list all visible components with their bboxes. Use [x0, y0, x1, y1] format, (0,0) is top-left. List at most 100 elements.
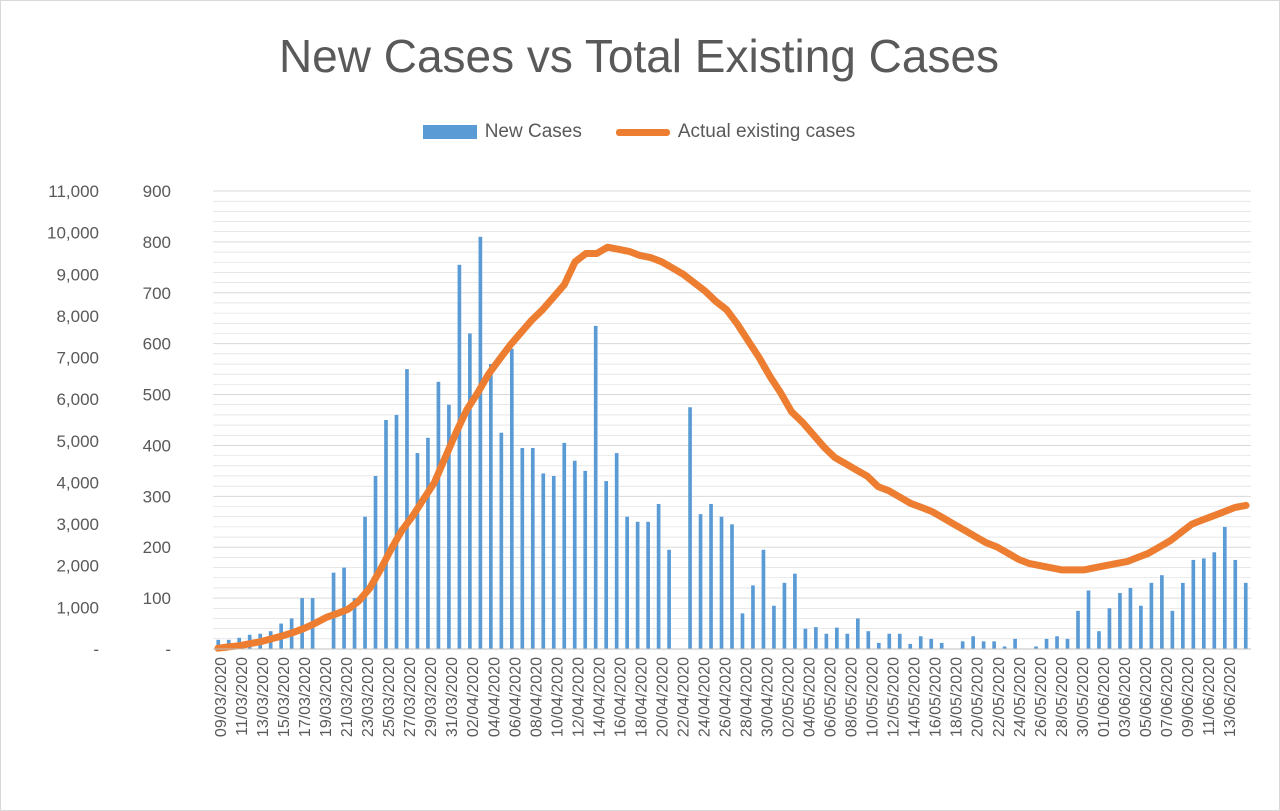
bar: [971, 636, 975, 649]
primary-axis-tick: 500: [143, 386, 171, 405]
primary-axis-tick: 100: [143, 589, 171, 608]
bar: [876, 642, 881, 649]
x-axis-tick: 04/05/2020: [802, 657, 819, 737]
x-axis-tick: 28/05/2020: [1054, 657, 1071, 737]
bar: [855, 618, 860, 649]
bar: [1086, 590, 1091, 649]
bar: [992, 641, 996, 649]
bar: [719, 516, 724, 649]
bar: [646, 521, 650, 649]
x-axis-tick: 22/05/2020: [991, 657, 1008, 737]
x-axis-tick: 27/03/2020: [402, 657, 419, 737]
x-axis-tick: 25/03/2020: [381, 657, 398, 737]
bar: [300, 598, 304, 649]
x-axis-tick: 30/04/2020: [760, 657, 777, 737]
bar: [667, 549, 671, 649]
bar: [509, 348, 514, 649]
x-axis-tick: 16/04/2020: [612, 657, 629, 737]
bar: [415, 453, 420, 649]
bar: [1201, 558, 1206, 649]
bar: [394, 414, 399, 649]
x-axis-tick: 11/06/2020: [1201, 657, 1218, 736]
bar: [1065, 638, 1070, 649]
secondary-axis-tick: 7,000: [56, 349, 99, 368]
bar: [478, 236, 483, 650]
x-axis-tick: 16/05/2020: [928, 657, 945, 737]
secondary-axis-tick: 4,000: [56, 473, 99, 492]
existing-cases-line: [214, 243, 1250, 652]
legend-bar-swatch: [422, 125, 477, 139]
bar: [1222, 526, 1227, 649]
bar: [1243, 582, 1248, 649]
bar: [866, 631, 871, 649]
bar: [572, 460, 577, 649]
secondary-axis-tick: 5,000: [56, 432, 99, 451]
x-axis-tick: 17/03/2020: [297, 657, 314, 737]
bar: [541, 473, 546, 649]
x-axis-tick: 28/04/2020: [739, 657, 756, 737]
primary-axis-tick: 200: [143, 538, 171, 557]
bar: [1097, 631, 1101, 649]
bar: [1002, 646, 1007, 649]
bar: [939, 642, 944, 649]
x-axis-tick: 26/05/2020: [1033, 657, 1050, 737]
x-axis-tick: 14/04/2020: [591, 657, 608, 737]
bar: [436, 381, 441, 649]
x-axis-tick: 03/06/2020: [1117, 657, 1134, 737]
bar: [1128, 587, 1133, 649]
x-axis-tick: 15/03/2020: [276, 657, 293, 737]
x-axis-tick: 29/03/2020: [423, 657, 440, 737]
x-axis-tick: 19/03/2020: [318, 657, 335, 737]
bar: [709, 503, 713, 649]
bar: [803, 628, 808, 649]
secondary-axis-tick: 10,000: [47, 224, 99, 243]
legend-label-new-cases: New Cases: [484, 121, 582, 142]
secondary-axis-tick: 9,000: [56, 265, 99, 284]
bar: [363, 516, 367, 649]
bar: [1191, 559, 1196, 649]
x-axis-tick: 23/03/2020: [360, 657, 377, 737]
x-axis-tick: 12/04/2020: [570, 657, 587, 737]
x-axis-tick: 10/04/2020: [549, 657, 566, 737]
secondary-axis-tick: 2,000: [56, 557, 99, 576]
bar: [751, 585, 755, 649]
x-axis-tick: 22/04/2020: [675, 657, 692, 737]
primary-axis-tick: 400: [143, 436, 171, 455]
x-axis-tick: 01/06/2020: [1096, 657, 1113, 737]
bar: [520, 447, 525, 649]
bar: [824, 633, 829, 649]
x-axis-tick: 08/05/2020: [844, 657, 861, 737]
bar: [688, 407, 692, 649]
x-axis-tick: 09/03/2020: [213, 657, 230, 737]
x-axis-tick: 12/05/2020: [886, 657, 903, 737]
x-axis-tick: 11/03/2020: [234, 657, 251, 736]
primary-axis-tick: 700: [143, 284, 171, 303]
bar: [426, 437, 430, 649]
x-axis-tick: 08/04/2020: [528, 657, 545, 737]
bar: [1013, 638, 1017, 649]
bar: [499, 432, 504, 649]
bar: [793, 573, 797, 649]
primary-axis-tick: 900: [143, 182, 171, 201]
x-axis-tick: 26/04/2020: [718, 657, 735, 737]
bar: [457, 264, 462, 649]
bar: [583, 470, 588, 649]
bar: [772, 605, 776, 649]
bar: [908, 643, 913, 649]
x-axis-tick: 10/05/2020: [865, 657, 882, 737]
legend-line-swatch: [615, 128, 670, 136]
bar: [405, 369, 409, 649]
bar: [698, 514, 703, 649]
secondary-axis-tick: 3,000: [56, 515, 99, 534]
bar: [1233, 559, 1238, 649]
secondary-axis-tick: 6,000: [56, 390, 99, 409]
legend-item-new-cases: New Cases: [422, 121, 582, 143]
bar: [1149, 582, 1154, 649]
bar: [352, 598, 357, 649]
bar: [468, 333, 472, 649]
bar: [216, 639, 221, 649]
secondary-axis-tick: 1,000: [56, 598, 99, 617]
chart-title: New Cases vs Total Existing Cases: [278, 30, 1000, 82]
